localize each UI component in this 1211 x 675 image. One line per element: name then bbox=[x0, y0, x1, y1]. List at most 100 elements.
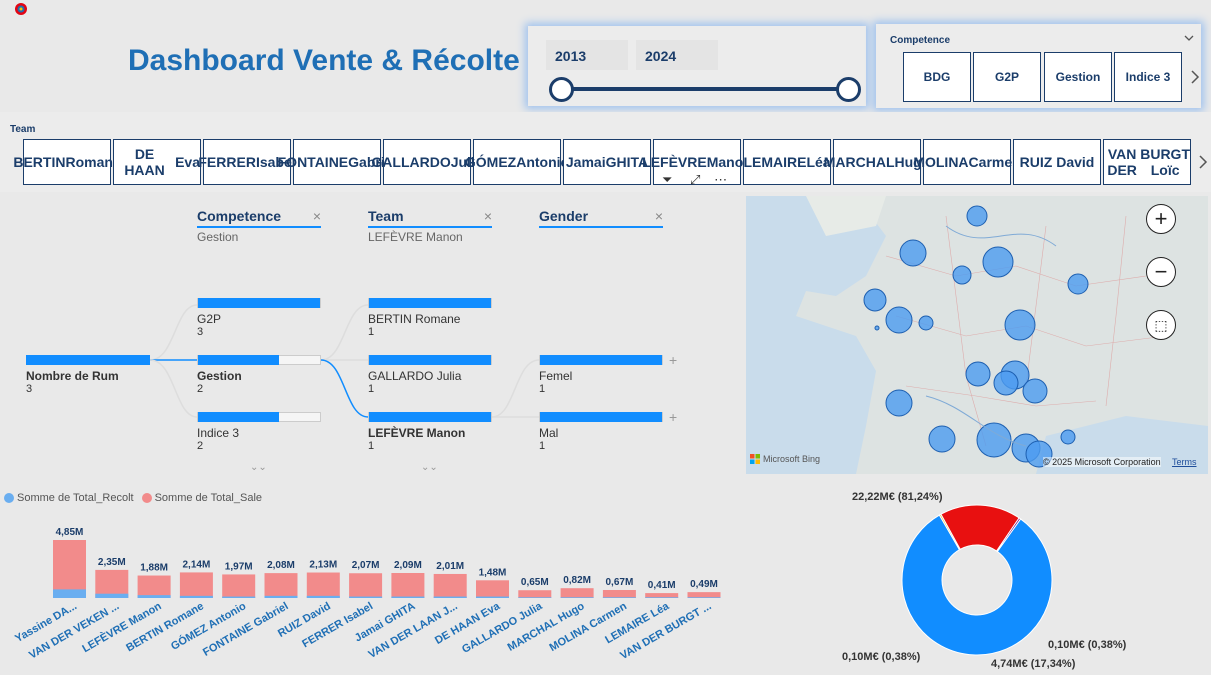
team-chip[interactable]: MOLINA Carmen bbox=[913, 139, 1021, 185]
donut-slice[interactable] bbox=[995, 517, 1022, 553]
bar-sale[interactable] bbox=[518, 590, 552, 598]
bar-sale[interactable] bbox=[560, 588, 594, 598]
bar-recolt[interactable] bbox=[53, 589, 86, 598]
map-bubble[interactable] bbox=[885, 389, 913, 417]
bar-sale[interactable] bbox=[687, 592, 721, 598]
map-canvas[interactable] bbox=[746, 196, 1208, 474]
bar-recolt[interactable] bbox=[476, 596, 509, 598]
decomp-node[interactable]: Mal 1 bbox=[539, 412, 663, 452]
decomp-node[interactable]: Gestion 2 bbox=[197, 355, 321, 395]
bar-recolt[interactable] bbox=[645, 597, 679, 598]
chevron-down-icon[interactable]: ⌄⌄ bbox=[250, 462, 267, 473]
bar-sale[interactable] bbox=[53, 540, 86, 598]
map-bubble[interactable] bbox=[976, 422, 1012, 458]
map-bubble[interactable] bbox=[928, 425, 956, 453]
decomp-node[interactable]: GALLARDO Julia 1 bbox=[368, 355, 492, 395]
bar-recolt[interactable] bbox=[687, 597, 721, 598]
chevron-right-icon[interactable] bbox=[1198, 154, 1208, 170]
map-bubble[interactable] bbox=[874, 325, 880, 331]
team-chip[interactable]: MARCHAL Hugo bbox=[824, 139, 930, 185]
decomp-node[interactable]: Femel 1 bbox=[539, 355, 663, 395]
bar-recolt[interactable] bbox=[602, 597, 636, 598]
map-bubble[interactable] bbox=[863, 288, 887, 312]
team-chip[interactable]: BERTIN Romane bbox=[13, 139, 121, 185]
team-chip[interactable]: VAN DER BURGT Loïc bbox=[1103, 139, 1191, 185]
bar-recolt[interactable] bbox=[95, 593, 129, 598]
expand-plus-icon[interactable]: + bbox=[669, 409, 678, 425]
slider-track[interactable] bbox=[561, 87, 848, 91]
more-options-icon[interactable]: ⋯ bbox=[714, 172, 728, 187]
team-chip[interactable]: DE HAAN Eva bbox=[113, 139, 201, 185]
team-chip[interactable]: RUIZ David bbox=[1013, 139, 1101, 185]
bar-sale[interactable] bbox=[95, 569, 129, 598]
year-range-slider[interactable]: 2013 2024 bbox=[528, 26, 866, 106]
decomp-node[interactable]: BERTIN Romane 1 bbox=[368, 298, 492, 338]
chevron-right-icon[interactable] bbox=[1190, 69, 1200, 85]
focus-mode-icon[interactable]: ⤢ bbox=[690, 172, 701, 187]
bar-recolt[interactable] bbox=[264, 595, 298, 598]
bar-sale[interactable] bbox=[179, 572, 213, 598]
bar-sale[interactable] bbox=[433, 573, 467, 598]
bar-recolt[interactable] bbox=[391, 596, 425, 598]
root-node[interactable]: Nombre de Rum 3 bbox=[26, 355, 150, 395]
zoom-out-button[interactable]: − bbox=[1146, 257, 1176, 287]
bar-recolt[interactable] bbox=[560, 597, 594, 598]
competence-chip-g2p[interactable]: G2P bbox=[973, 52, 1041, 102]
team-chip[interactable]: GÓMEZ Antonio bbox=[465, 139, 569, 185]
map-terms-link[interactable]: Terms bbox=[1172, 457, 1197, 467]
bar-sale[interactable] bbox=[391, 573, 425, 598]
team-chip[interactable]: GALLARDO Julia bbox=[371, 139, 483, 185]
map-bubble[interactable] bbox=[1067, 273, 1089, 295]
bar-recolt[interactable] bbox=[349, 596, 383, 598]
bar-recolt[interactable] bbox=[306, 595, 340, 598]
chevron-down-icon[interactable] bbox=[1184, 34, 1194, 42]
team-chip[interactable]: Jamai GHITA bbox=[563, 139, 651, 185]
bar-recolt[interactable] bbox=[179, 595, 213, 598]
map-bubble[interactable] bbox=[899, 239, 927, 267]
bar-sale[interactable] bbox=[222, 574, 256, 598]
bar-sale[interactable] bbox=[349, 573, 383, 598]
bar-sale[interactable] bbox=[645, 593, 679, 598]
competence-chip-gestion[interactable]: Gestion bbox=[1044, 52, 1112, 102]
map-bubble[interactable] bbox=[952, 265, 972, 285]
team-chip[interactable]: LEMAIRE Léa bbox=[743, 139, 831, 185]
bar-sale[interactable] bbox=[476, 580, 509, 598]
competence-chip-bdg[interactable]: BDG bbox=[903, 52, 971, 102]
map-bubble[interactable] bbox=[982, 246, 1014, 278]
map-bubble[interactable] bbox=[966, 205, 988, 227]
map-bubble[interactable] bbox=[1022, 378, 1048, 404]
map-bubble[interactable] bbox=[1060, 429, 1076, 445]
selection-tool-button[interactable]: ⬚ bbox=[1146, 310, 1176, 340]
team-chip[interactable]: FERRER Isabel bbox=[198, 139, 296, 185]
bar-sale[interactable] bbox=[602, 589, 636, 598]
donut-slice[interactable] bbox=[901, 514, 1053, 656]
close-icon[interactable]: × bbox=[483, 208, 492, 224]
zoom-in-button[interactable]: + bbox=[1146, 204, 1176, 234]
bar-recolt[interactable] bbox=[222, 596, 256, 598]
map-bubble[interactable] bbox=[1004, 309, 1036, 341]
slider-start-handle[interactable] bbox=[549, 77, 574, 102]
map-bubble[interactable] bbox=[885, 306, 913, 334]
expand-plus-icon[interactable]: + bbox=[669, 352, 678, 368]
decomp-node[interactable]: G2P 3 bbox=[197, 298, 321, 338]
map-bubble[interactable] bbox=[993, 370, 1019, 396]
start-year-field[interactable]: 2013 bbox=[546, 40, 628, 70]
chevron-down-icon[interactable]: ⌄⌄ bbox=[421, 462, 438, 473]
bar-recolt[interactable] bbox=[518, 597, 552, 598]
bar-sale[interactable] bbox=[306, 572, 340, 598]
team-chip[interactable]: LEFÈVRE Manon bbox=[642, 139, 752, 185]
map-bubble[interactable] bbox=[965, 361, 991, 387]
competence-chip-indice-3[interactable]: Indice 3 bbox=[1114, 52, 1182, 102]
filter-icon[interactable]: ⏷ bbox=[662, 172, 673, 187]
decomp-node[interactable]: LEFÈVRE Manon 1 bbox=[368, 412, 492, 452]
bar-recolt[interactable] bbox=[137, 595, 171, 598]
map-bubble[interactable] bbox=[918, 315, 934, 331]
team-chip[interactable]: FONTAINE Gabriel bbox=[278, 139, 396, 185]
slider-end-handle[interactable] bbox=[836, 77, 861, 102]
bar-sale[interactable] bbox=[264, 573, 298, 598]
close-icon[interactable]: × bbox=[312, 208, 321, 224]
bubble-map[interactable]: + − ⬚ Microsoft Bing © 2025 Microsoft Co… bbox=[746, 196, 1208, 474]
bar-recolt[interactable] bbox=[433, 596, 467, 598]
end-year-field[interactable]: 2024 bbox=[636, 40, 718, 70]
